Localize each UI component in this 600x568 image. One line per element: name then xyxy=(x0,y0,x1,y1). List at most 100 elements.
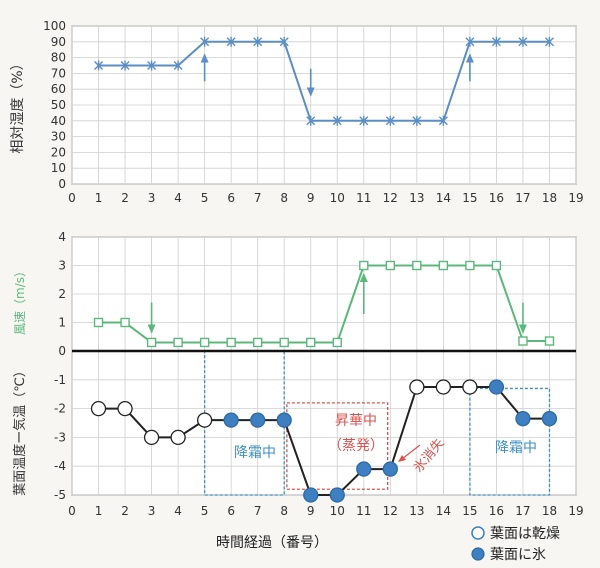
humidity-point xyxy=(491,36,501,47)
temp-y-tick-label: -2 xyxy=(54,402,66,416)
x-tick-label: 9 xyxy=(307,191,315,205)
up-arrow-icon xyxy=(200,53,209,82)
temp-diff-axis-label: 葉面温度ー気温（℃） xyxy=(12,364,28,496)
humidity-line xyxy=(98,40,550,122)
dry-point xyxy=(90,400,107,417)
x-tick-label: 2 xyxy=(121,504,129,518)
x-tick-label: 12 xyxy=(383,504,398,518)
x-tick-label: 13 xyxy=(409,191,424,205)
wind-temp-plot-area xyxy=(71,236,577,496)
annotation-box xyxy=(469,387,551,496)
y-tick-label: 100 xyxy=(43,19,66,33)
humidity-point xyxy=(173,60,183,71)
y-tick-label: 80 xyxy=(51,51,66,65)
x-tick-label: 11 xyxy=(356,191,371,205)
y-tick-label: 60 xyxy=(51,82,66,96)
humidity-point xyxy=(94,60,104,71)
wind-axis-label: 風速（m/s） xyxy=(13,265,27,335)
arrow-head xyxy=(518,324,527,334)
humidity-grid xyxy=(71,25,577,185)
y-tick-label: 40 xyxy=(51,114,66,128)
x-tick-label: 5 xyxy=(201,191,209,205)
x-tick-label: 6 xyxy=(227,191,235,205)
humidity-point xyxy=(385,115,395,126)
dry-point xyxy=(409,379,425,395)
humidity-point xyxy=(465,36,475,47)
wind-point xyxy=(279,337,289,348)
arrow-head xyxy=(200,53,209,63)
x-tick-label: 3 xyxy=(148,504,156,518)
arrow-head xyxy=(465,53,474,63)
wind-point xyxy=(120,317,130,328)
dry-point xyxy=(196,412,213,428)
x-tick-label: 1 xyxy=(95,191,103,205)
y-tick-label: 30 xyxy=(51,130,66,144)
x-tick-label: 15 xyxy=(462,191,477,205)
ice-point xyxy=(382,461,398,477)
x-tick-label: 6 xyxy=(227,504,235,518)
ice-point xyxy=(223,412,239,428)
down-arrow-icon xyxy=(306,68,315,97)
y-tick-label: 70 xyxy=(51,66,66,80)
x-tick-label: 10 xyxy=(330,191,345,205)
ice-point xyxy=(250,412,266,428)
x-tick-label: 14 xyxy=(436,504,451,518)
frosting-label-2: 降霜中 xyxy=(495,440,537,456)
wind-temp-y-ticks: 1 2 3 4 0 -1 -2 -3 -4 -5 xyxy=(54,230,66,502)
wind-temp-x-ticks: 0 1 2 3 4 5 6 7 8 9 10 11 12 13 14 15 16 17 18 19 xyxy=(68,504,583,518)
wind-point xyxy=(465,260,475,271)
wind-y-tick-label: 4 xyxy=(58,230,66,244)
x-tick-label: 1 xyxy=(95,504,103,518)
humidity-x-ticks: 0 1 2 3 4 5 6 7 8 9 10 11 12 13 14 15 16 17 18 19 xyxy=(68,191,583,205)
x-tick-label: 11 xyxy=(356,504,371,518)
x-tick-label: 0 xyxy=(68,504,76,518)
wind-point xyxy=(226,337,236,348)
x-tick-label: 17 xyxy=(515,191,530,205)
ice-point xyxy=(303,487,319,503)
evaporation-label: （蒸発） xyxy=(328,438,384,454)
humidity-arrows xyxy=(200,53,474,97)
dry-point xyxy=(143,429,160,446)
arrow-head xyxy=(359,273,368,283)
down-arrow-icon xyxy=(147,302,156,334)
frosting-label-1: 降霜中 xyxy=(234,445,276,461)
humidity-point xyxy=(306,115,316,126)
wind-point xyxy=(385,260,396,271)
wind-y-tick-label: 3 xyxy=(58,259,66,273)
temp-diff-series xyxy=(90,379,558,503)
wind-point xyxy=(359,260,369,271)
wind-point xyxy=(544,336,555,346)
wind-point xyxy=(332,337,342,348)
x-tick-label: 8 xyxy=(280,504,288,518)
x-tick-label: 7 xyxy=(254,191,262,205)
dry-point xyxy=(117,400,133,417)
humidity-point xyxy=(544,36,554,47)
temp-y-tick-label: -5 xyxy=(54,488,66,502)
x-tick-label: 2 xyxy=(121,191,129,205)
x-tick-label: 16 xyxy=(489,504,504,518)
x-tick-label: 8 xyxy=(280,191,288,205)
wind-point xyxy=(199,337,210,348)
humidity-axis-label: 相対湿度（%） xyxy=(10,56,26,153)
x-tick-label: 9 xyxy=(307,504,315,518)
wind-y-tick-label: 1 xyxy=(58,316,66,330)
humidity-point xyxy=(412,115,422,126)
x-tick-label: 19 xyxy=(568,191,583,205)
arrow-head xyxy=(306,87,315,97)
humidity-series xyxy=(94,36,554,126)
dry-point xyxy=(435,379,452,395)
wind-point xyxy=(252,337,263,348)
x-tick-label: 0 xyxy=(68,191,76,205)
humidity-point xyxy=(253,36,263,47)
x-tick-label: 17 xyxy=(515,504,530,518)
wind-point xyxy=(93,317,104,328)
y-tick-label: 20 xyxy=(51,145,66,159)
ice-point xyxy=(276,412,292,428)
wind-point xyxy=(518,336,528,346)
y-tick-label: 90 xyxy=(51,35,66,49)
x-tick-label: 18 xyxy=(542,504,557,518)
y-tick-label: 50 xyxy=(51,98,66,112)
